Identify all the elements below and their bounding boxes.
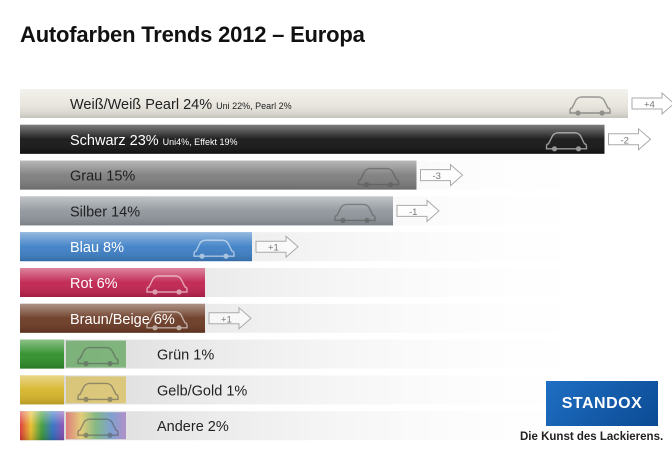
brand-tagline: Die Kunst des Lackierens.	[520, 431, 664, 443]
bar-row: Andere 2%	[20, 411, 620, 441]
bar-row: -2 Schwarz 23% Uni4%, Effekt 19%	[20, 124, 652, 154]
car-wheel	[364, 217, 370, 223]
swatch-gloss	[20, 89, 64, 118]
chart-title: Autofarben Trends 2012 – Europa	[20, 22, 365, 47]
bar-label: Weiß/Weiß Pearl 24% Uni 22%, Pearl 2%	[70, 97, 292, 113]
car-wheel	[575, 110, 581, 116]
bar-label: Andere 2%	[157, 419, 229, 435]
bar-row: +1 Braun/Beige 6%	[20, 303, 620, 333]
car-body	[77, 382, 119, 401]
car-wheel	[223, 253, 229, 259]
swatch-gloss	[20, 268, 64, 297]
car-body	[146, 275, 188, 293]
car-wheel	[176, 325, 182, 331]
bar-label: Grau 15%	[70, 169, 135, 185]
bar-label: Schwarz 23% Uni4%, Effekt 19%	[70, 133, 238, 149]
arrow-shape	[631, 91, 672, 116]
car-icon	[77, 418, 119, 438]
car-body	[357, 167, 400, 186]
car-icon	[569, 96, 611, 116]
car-icon	[545, 132, 588, 152]
change-label: -1	[409, 207, 417, 218]
arrow-shape	[208, 306, 252, 330]
arrow-icon: +1	[255, 235, 299, 259]
car-body	[77, 418, 119, 436]
arrow-shape	[396, 199, 440, 223]
car-wheel	[363, 182, 370, 188]
car-wheel	[83, 396, 89, 402]
swatch-gloss	[20, 124, 64, 154]
car-wheel	[107, 361, 113, 367]
car-wheel	[575, 146, 582, 152]
bar-row: +4 Weiß/Weiß Pearl 24% Uni 22%, Pearl 2%	[20, 89, 672, 118]
car-icon	[146, 311, 188, 331]
car-wheel	[340, 217, 346, 223]
car-icon	[193, 239, 235, 259]
change-label: -3	[433, 171, 441, 182]
bar-label: Gelb/Gold 1%	[157, 383, 247, 399]
bar-row: Grün 1%	[20, 339, 620, 369]
swatch-gloss	[20, 339, 64, 369]
car-body	[193, 239, 235, 257]
swatch-gloss	[20, 375, 64, 405]
car-body	[545, 132, 588, 150]
car-wheel	[107, 432, 113, 438]
swatch-gloss	[20, 411, 64, 441]
car-icon	[357, 167, 400, 188]
car-wheel	[199, 253, 205, 259]
change-label: -2	[621, 135, 629, 146]
car-wheel	[599, 110, 605, 116]
car-wheel	[107, 396, 113, 402]
arrow-icon: +1	[208, 306, 252, 330]
bar-row: +1 Blau 8%	[20, 232, 620, 262]
standox-logo: STANDOX	[546, 381, 658, 426]
car-wheel	[83, 432, 89, 438]
change-label: +1	[221, 314, 232, 325]
car-wheel	[176, 289, 182, 295]
car-wheel	[551, 146, 558, 152]
car-body	[77, 346, 119, 365]
swatch-gloss	[20, 303, 64, 333]
bar-label: Blau 8%	[70, 240, 124, 256]
swatch-gloss	[20, 160, 64, 190]
car-icon	[146, 275, 188, 295]
bar-gloss	[64, 89, 628, 118]
bar-label: Silber 14%	[70, 204, 140, 220]
car-body	[146, 311, 188, 329]
arrow-icon: -2	[608, 127, 652, 151]
car-wheel	[152, 325, 158, 331]
car-icon	[334, 203, 376, 223]
car-icon	[77, 346, 119, 367]
bar-row: Rot 6%	[20, 268, 620, 297]
bar-row: -3 Grau 15%	[20, 160, 620, 190]
arrow-shape	[608, 127, 652, 151]
bar-label: Rot 6%	[70, 276, 118, 292]
arrow-icon: +4	[631, 91, 672, 116]
bar-label: Grün 1%	[157, 348, 214, 364]
brand-name: STANDOX	[561, 394, 643, 412]
arrow-shape	[420, 163, 464, 187]
arrow-icon: -1	[396, 199, 440, 223]
car-body	[569, 96, 611, 114]
bar-row: Gelb/Gold 1%	[20, 375, 620, 405]
swatch-gloss	[20, 232, 64, 262]
car-wheel	[83, 361, 89, 367]
swatch-gloss	[20, 196, 64, 226]
bar-gloss	[64, 124, 605, 154]
bar-label: Braun/Beige 6%	[70, 312, 175, 328]
bar-gloss	[64, 160, 417, 190]
change-label: +4	[644, 100, 655, 111]
bar-row: -1 Silber 14%	[20, 196, 620, 226]
bar-label-detail: Uni4%, Effekt 19%	[163, 137, 238, 147]
bar-label-detail: Uni 22%, Pearl 2%	[216, 101, 292, 111]
arrow-icon: -3	[420, 163, 464, 187]
arrow-shape	[255, 235, 299, 259]
car-body	[334, 203, 376, 222]
car-wheel	[152, 289, 158, 295]
car-icon	[77, 382, 119, 402]
change-label: +1	[268, 243, 279, 254]
car-wheel	[387, 182, 394, 188]
